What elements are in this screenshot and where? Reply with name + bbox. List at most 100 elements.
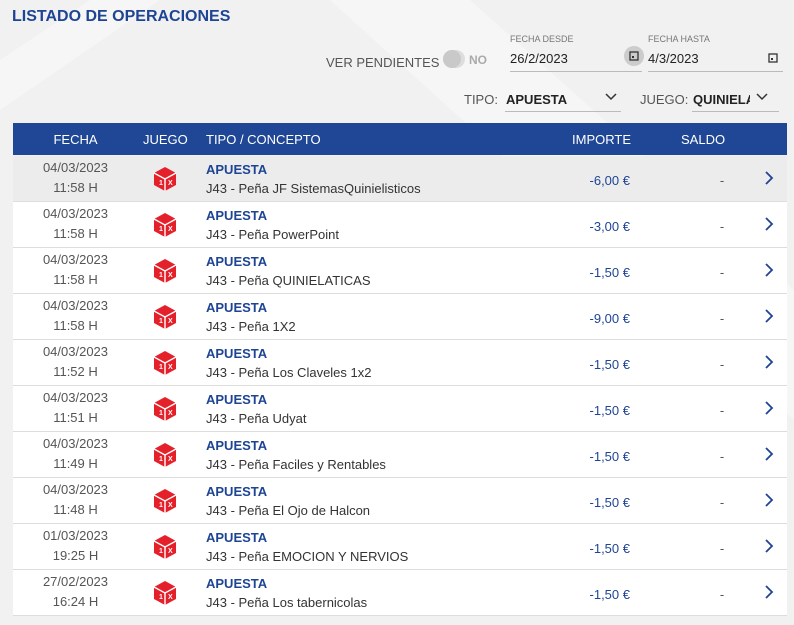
amount: -1,50 € [589, 449, 630, 464]
date-from-label: FECHA DESDE [510, 34, 574, 44]
operation-type: APUESTA [206, 484, 268, 499]
table-row[interactable]: 04/03/2023 11:51 H 1 X APUESTA J43 - Peña Udy… [13, 386, 787, 432]
svg-text:1: 1 [159, 318, 163, 325]
page-title: LISTADO DE OPERACIONES [12, 8, 231, 25]
column-header: SALDO [681, 132, 726, 147]
row-arrow[interactable] [763, 262, 775, 281]
table-row[interactable]: 04/03/2023 11:58 H 1 X APUESTA J43 - Peña JF … [13, 156, 787, 202]
table-header: FECHA JUEGO TIPO / CONCEPTO IMPORTE SALD… [13, 123, 787, 155]
table-row[interactable]: 01/03/2023 19:25 H 1 X APUESTA J43 - Peña EMO… [13, 524, 787, 570]
toggle-state: NO [469, 53, 487, 67]
time: 16:24 H [52, 594, 99, 609]
balance: - [719, 311, 725, 326]
table-row[interactable]: 04/03/2023 11:58 H 1 X APUESTA J43 - Peña QUI… [13, 248, 787, 294]
underline [510, 71, 642, 72]
amount: -1,50 € [589, 403, 630, 418]
svg-text:1: 1 [159, 502, 163, 509]
row-arrow[interactable] [763, 584, 775, 603]
date: 04/03/2023 [42, 436, 109, 451]
row-arrow[interactable] [763, 446, 775, 465]
svg-text:X: X [168, 272, 173, 279]
date: 04/03/2023 [42, 160, 109, 175]
date: 04/03/2023 [42, 252, 109, 267]
pending-label: VER PENDIENTES [326, 55, 440, 70]
table-row[interactable]: 04/03/2023 11:52 H 1 X APUESTA J43 - Peña Los… [13, 340, 787, 386]
calendar-button[interactable] [763, 48, 783, 68]
balance: - [719, 403, 725, 418]
table-row[interactable]: 04/03/2023 11:58 H 1 X APUESTA J43 - Peña 1X2… [13, 294, 787, 340]
time: 11:58 H [53, 226, 98, 241]
concept: J43 - Peña JF SistemasQuinielisticos [206, 181, 421, 196]
svg-text:X: X [168, 548, 173, 555]
svg-text:X: X [168, 180, 173, 187]
dropdown-arrow[interactable] [755, 90, 769, 104]
calendar-button[interactable] [624, 46, 644, 66]
concept: J43 - Peña Faciles y Rentables [206, 457, 386, 472]
date: 04/03/2023 [42, 482, 109, 497]
time: 11:48 H [53, 502, 98, 517]
table-row[interactable]: 04/03/2023 11:58 H 1 X APUESTA J43 - Peña Pow… [13, 202, 787, 248]
table-row[interactable]: 04/03/2023 11:49 H 1 X APUESTA J43 - Peña Fac… [13, 432, 787, 478]
date: 04/03/2023 [42, 206, 109, 221]
svg-text:1: 1 [159, 364, 163, 371]
amount: -1,50 € [589, 541, 630, 556]
amount: -1,50 € [589, 265, 630, 280]
svg-text:X: X [168, 318, 173, 325]
svg-text:1: 1 [159, 180, 163, 187]
concept: J43 - Peña EMOCION Y NERVIOS [206, 549, 409, 564]
concept: J43 - Peña QUINIELATICAS [206, 273, 371, 288]
svg-text:1: 1 [159, 410, 163, 417]
underline [692, 111, 779, 112]
row-arrow[interactable] [763, 354, 775, 373]
amount: -3,00 € [589, 219, 630, 234]
date-to-input[interactable]: 4/3/2023 [648, 51, 699, 66]
svg-text:1: 1 [159, 272, 163, 279]
time: 19:25 H [52, 548, 99, 563]
time: 11:49 H [53, 456, 98, 471]
svg-text:X: X [168, 410, 173, 417]
svg-text:X: X [168, 594, 173, 601]
time: 11:52 H [53, 364, 98, 379]
row-arrow[interactable] [763, 216, 775, 235]
column-header: FECHA [53, 132, 98, 147]
date: 04/03/2023 [42, 390, 109, 405]
balance: - [719, 265, 725, 280]
balance: - [719, 173, 725, 188]
operation-type: APUESTA [206, 162, 268, 177]
type-select[interactable]: APUESTA [506, 92, 568, 107]
row-arrow[interactable] [763, 538, 775, 557]
type-label: TIPO: [464, 92, 498, 107]
operation-type: APUESTA [206, 438, 268, 453]
time: 11:58 H [53, 180, 98, 195]
underline [505, 111, 621, 112]
date-from-input[interactable]: 26/2/2023 [510, 51, 568, 66]
row-arrow[interactable] [763, 308, 775, 327]
date-to-label: FECHA HASTA [648, 34, 710, 44]
balance: - [719, 541, 725, 556]
amount: -9,00 € [589, 311, 630, 326]
row-arrow[interactable] [763, 400, 775, 419]
svg-text:1: 1 [159, 226, 163, 233]
row-arrow[interactable] [763, 492, 775, 511]
table-row[interactable]: 27/02/2023 16:24 H 1 X APUESTA J43 - Peña Los… [13, 570, 787, 616]
game-select[interactable]: QUINIELA [693, 92, 750, 107]
operation-type: APUESTA [206, 208, 268, 223]
concept: J43 - Peña Los Claveles 1x2 [206, 365, 372, 380]
amount: -1,50 € [589, 495, 630, 510]
time: 11:58 H [53, 272, 98, 287]
toggle[interactable] [443, 50, 465, 68]
table-row[interactable]: 04/03/2023 11:48 H 1 X APUESTA J43 - Peña El … [13, 478, 787, 524]
date: 04/03/2023 [42, 298, 109, 313]
concept: J43 - Peña PowerPoint [206, 227, 339, 242]
dropdown-arrow[interactable] [604, 90, 618, 104]
balance: - [719, 587, 725, 602]
operation-type: APUESTA [206, 392, 268, 407]
date: 27/02/2023 [42, 574, 109, 589]
row-arrow[interactable] [763, 170, 775, 189]
